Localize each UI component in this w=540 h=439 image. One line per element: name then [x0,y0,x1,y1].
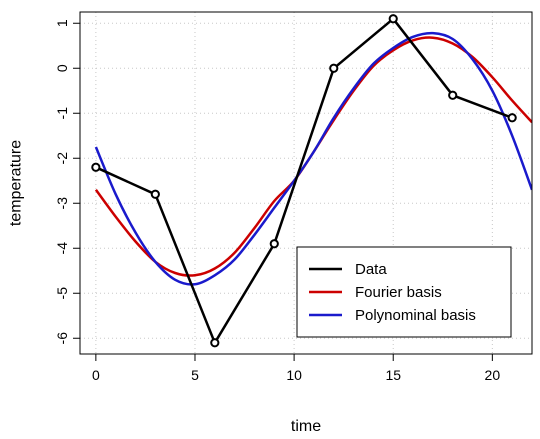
legend-label: Data [355,261,387,278]
plot-frame [79,11,533,355]
x-tick-label: 0 [92,367,100,383]
data-point [150,189,160,199]
y-tick-label: -2 [54,152,70,165]
x-axis-label: time [291,418,321,435]
x-tick-label: 15 [385,367,401,383]
y-tick-label: -3 [54,197,70,210]
data-point [91,162,101,172]
y-axis-label: temperature [8,140,25,226]
y-tick-label: 1 [54,19,70,27]
y-tick-label: -4 [54,242,70,255]
series-lines [94,17,532,345]
legend-label: Fourier basis [355,284,442,301]
data-points [91,14,517,348]
y-tick-label: -1 [54,107,70,120]
data-point [210,338,220,348]
series-line-polynominal-basis [94,31,532,286]
data-point [507,113,517,123]
y-tick-label: 0 [54,64,70,72]
legend: Data Fourier basis Polynominal basis [296,246,512,338]
data-point [448,90,458,100]
x-tick-label: 10 [286,367,302,383]
y-axis: 1 0 -1 -2 -3 -4 -5 -6 [54,19,80,344]
y-tick-label: -6 [54,332,70,345]
series-line-data [95,17,513,345]
x-tick-label: 5 [191,367,199,383]
data-point [388,14,398,24]
series-line-fourier-basis [94,36,532,277]
data-point [269,239,279,249]
data-point [329,63,339,73]
x-axis: 0 5 10 15 20 [92,354,500,383]
y-tick-label: -5 [54,287,70,300]
x-tick-label: 20 [485,367,501,383]
legend-label: Polynominal basis [355,307,476,324]
